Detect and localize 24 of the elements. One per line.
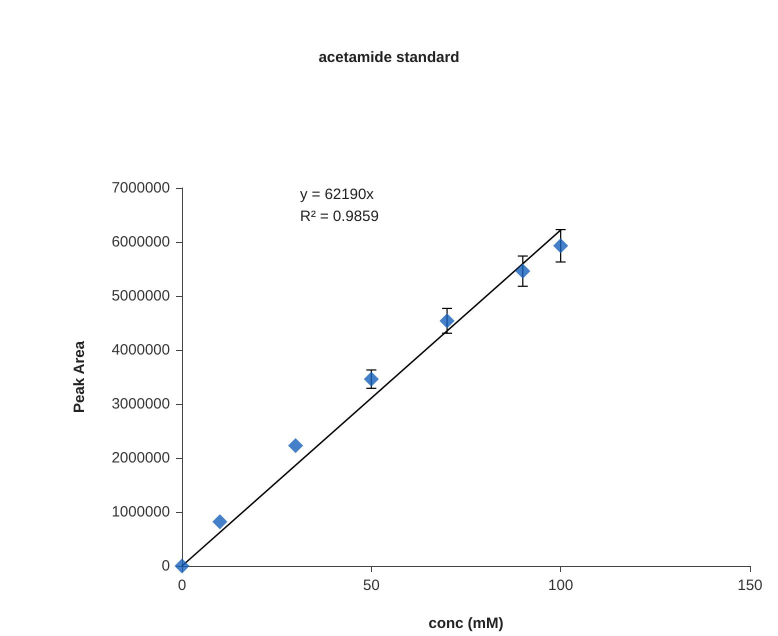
- point: [553, 238, 568, 254]
- x-tick-label: 100: [548, 577, 574, 594]
- y-tick-label: 0: [162, 558, 170, 574]
- y-tick-label: 5000000: [112, 288, 170, 304]
- y-tick-label: 6000000: [112, 234, 170, 250]
- point: [288, 438, 304, 454]
- x-tick-label: 0: [178, 577, 186, 594]
- point: [440, 313, 455, 328]
- chart-title: acetamide standard: [318, 49, 460, 66]
- point: [364, 372, 379, 387]
- y-tick-label: 1000000: [112, 504, 170, 520]
- annotation: y = 62190x: [300, 186, 374, 203]
- y-tick-label: 3000000: [112, 396, 170, 412]
- x-axis-title: conc (mM): [428, 615, 504, 632]
- y-tick-label: 7000000: [112, 180, 170, 196]
- y-tick-label: 2000000: [112, 450, 170, 466]
- point: [212, 514, 228, 530]
- point: [515, 264, 530, 279]
- x-tick-label: 150: [737, 577, 763, 594]
- y-tick-label: 4000000: [112, 342, 170, 358]
- y-axis-title: Peak Area: [71, 340, 88, 413]
- x-tick-label: 50: [362, 577, 380, 594]
- point: [174, 558, 190, 574]
- annotation: R² = 0.9859: [300, 208, 379, 225]
